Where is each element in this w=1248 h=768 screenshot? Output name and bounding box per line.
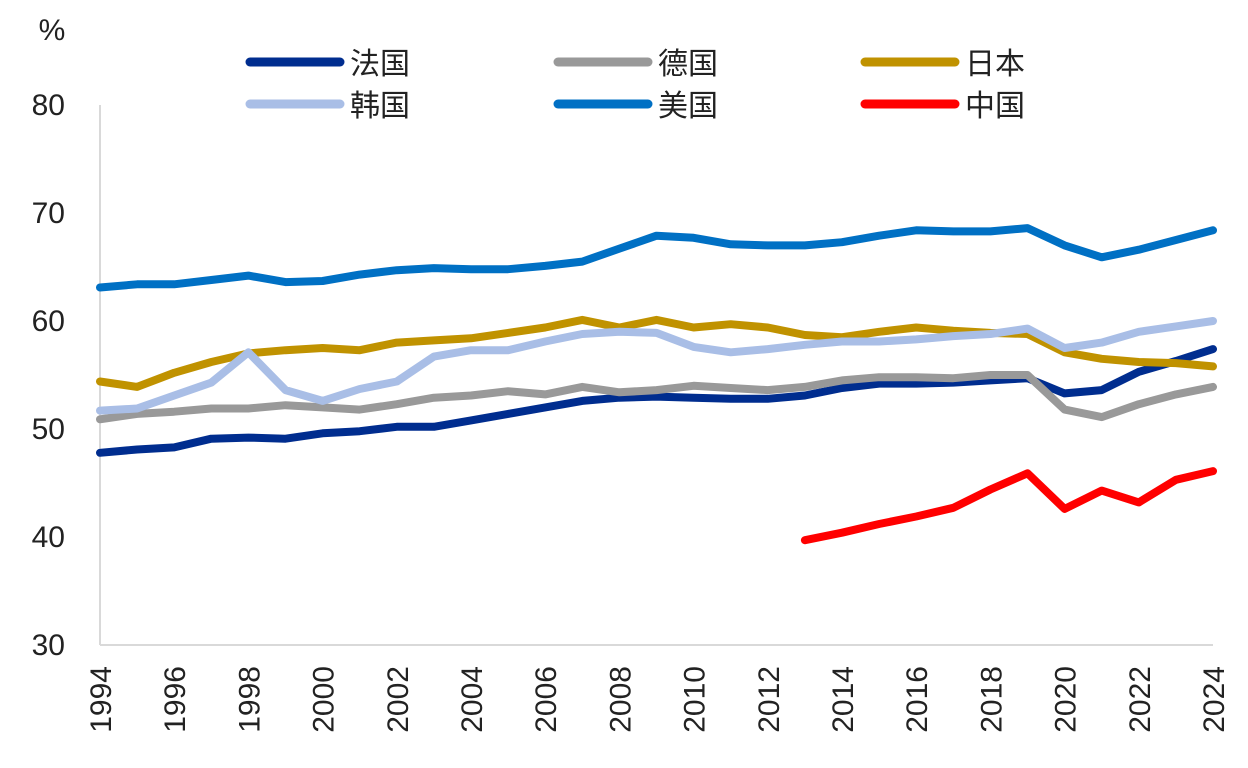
series-line-5 (800, 467, 1217, 545)
x-tick-label: 2002 (382, 666, 415, 733)
x-tick-label: 1994 (85, 666, 118, 733)
x-tick-label: 2008 (604, 666, 637, 733)
legend-label: 中国 (965, 89, 1025, 124)
x-tick-label: 2022 (1124, 666, 1157, 733)
series-line-2 (96, 315, 1217, 391)
y-axis-ticks: 30 40 50 60 70 80 (32, 89, 65, 662)
x-axis-ticks: 1994 1996 1998 2000 2002 2004 2006 2008 2010 2012… (85, 666, 1231, 733)
legend-label: 德国 (658, 47, 718, 82)
series-line-1 (96, 371, 1217, 424)
legend-item: 法国 (245, 47, 410, 82)
x-tick-label: 2006 (530, 666, 563, 733)
legend-label: 韩国 (350, 89, 410, 124)
legend-item: 中国 (860, 89, 1025, 124)
series-line-3 (96, 317, 1217, 415)
x-tick-label: 2014 (827, 666, 860, 733)
y-tick-label: 80 (32, 89, 65, 122)
axes (99, 105, 1213, 646)
series-lines (96, 224, 1217, 545)
y-tick-label: 40 (32, 521, 65, 554)
series-line-4 (96, 224, 1217, 292)
legend-item: 美国 (553, 89, 718, 124)
x-tick-label: 2024 (1198, 666, 1231, 733)
x-tick-label: 1996 (159, 666, 192, 733)
y-tick-label: 60 (32, 305, 65, 338)
legend-label: 日本 (965, 47, 1025, 82)
legend-label: 美国 (658, 89, 718, 124)
x-tick-label: 2010 (679, 666, 712, 733)
legend-item: 德国 (553, 47, 718, 82)
x-tick-label: 1998 (233, 666, 266, 733)
x-tick-label: 2018 (975, 666, 1008, 733)
series-line-0 (96, 345, 1217, 457)
legend-item: 韩国 (245, 89, 410, 124)
x-tick-label: 2020 (1050, 666, 1083, 733)
legend-item: 日本 (860, 47, 1025, 82)
y-tick-label: 50 (32, 413, 65, 446)
y-unit-label: % (39, 14, 66, 47)
y-tick-label: 30 (32, 629, 65, 662)
x-tick-label: 2012 (753, 666, 786, 733)
y-tick-label: 70 (32, 197, 65, 230)
x-tick-label: 2000 (308, 666, 341, 733)
x-tick-label: 2016 (901, 666, 934, 733)
legend-label: 法国 (350, 47, 410, 82)
x-tick-label: 2004 (456, 666, 489, 733)
